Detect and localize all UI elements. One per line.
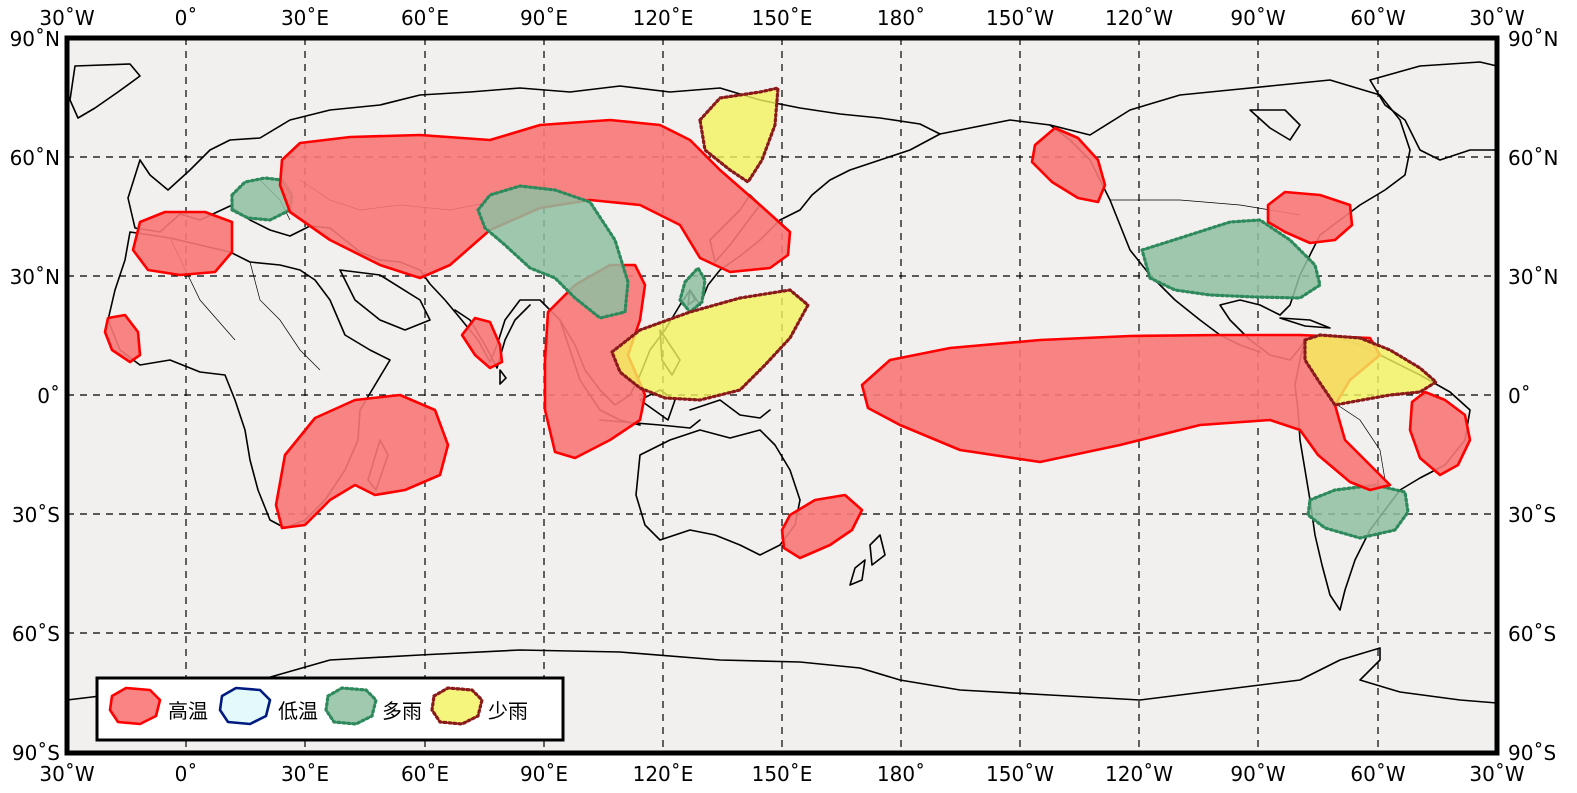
lon-label-top: 150˚W xyxy=(986,6,1054,30)
region-light-rain-kamchatka xyxy=(698,86,780,184)
lon-label-top: 30˚W xyxy=(1469,6,1524,30)
lon-label-top: 30˚E xyxy=(281,6,329,30)
latitude-labels-left: 90˚N 60˚N 30˚N 0˚ 30˚S 60˚S 90˚S xyxy=(10,27,60,765)
lon-label-top: 120˚E xyxy=(633,6,694,30)
region-light-rain-northern-south-america xyxy=(1303,333,1438,407)
lon-label-bottom: 120˚W xyxy=(1105,762,1173,786)
legend: 高温 低温 多雨 少雨 xyxy=(95,676,565,742)
region-high-temp-alaska xyxy=(1030,126,1107,204)
lat-label-left: 60˚N xyxy=(10,146,60,170)
region-light-rain-philippines xyxy=(610,288,810,402)
longitude-labels-top: 30˚W 0˚ 30˚E 60˚E 90˚E 120˚E 150˚E 180˚ … xyxy=(39,6,1524,30)
legend-swatch-low-temp xyxy=(218,686,272,726)
lon-label-bottom: 90˚E xyxy=(520,762,568,786)
region-high-temp-iberia xyxy=(131,210,234,277)
lon-label-bottom: 120˚E xyxy=(633,762,694,786)
region-heavy-rain-tibet-southwest-china xyxy=(476,184,630,320)
lon-label-top: 30˚W xyxy=(39,6,94,30)
lat-label-left: 90˚S xyxy=(12,741,60,765)
lat-label-left: 0˚ xyxy=(37,384,60,408)
legend-label-high-temp: 高温 xyxy=(168,699,208,723)
region-high-temp-east-brazil xyxy=(1408,390,1472,477)
lat-label-right: 90˚S xyxy=(1508,741,1556,765)
lon-label-top: 60˚E xyxy=(401,6,449,30)
lon-label-top: 90˚W xyxy=(1230,6,1285,30)
longitude-labels-bottom: 30˚W 0˚ 30˚E 60˚E 90˚E 120˚E 150˚E 180˚ … xyxy=(39,762,1524,786)
lat-label-right: 0˚ xyxy=(1508,384,1531,408)
lon-label-top: 180˚ xyxy=(877,6,925,30)
lat-label-right: 30˚N xyxy=(1508,265,1558,289)
region-heavy-rain-taiwan xyxy=(678,266,707,314)
lat-label-left: 90˚N xyxy=(10,27,60,51)
lon-label-bottom: 90˚W xyxy=(1230,762,1285,786)
lat-label-right: 90˚N xyxy=(1508,27,1558,51)
lon-label-top: 0˚ xyxy=(175,6,198,30)
lat-label-left: 30˚S xyxy=(12,503,60,527)
legend-label-light-rain: 少雨 xyxy=(488,699,528,723)
lon-label-bottom: 180˚ xyxy=(877,762,925,786)
lon-label-bottom: 0˚ xyxy=(175,762,198,786)
lon-label-bottom: 60˚W xyxy=(1350,762,1405,786)
latitude-labels-right: 90˚N 60˚N 30˚N 0˚ 30˚S 60˚S 90˚S xyxy=(1508,27,1558,765)
lon-label-bottom: 60˚E xyxy=(401,762,449,786)
region-high-temp-great-lakes xyxy=(1266,190,1354,245)
region-high-temp-southeast-australia xyxy=(780,493,864,560)
region-high-temp-southern-africa xyxy=(274,393,450,530)
legend-swatch-heavy-rain xyxy=(324,686,378,726)
legend-swatch-high-temp xyxy=(108,686,162,726)
lat-label-left: 60˚S xyxy=(12,622,60,646)
lon-label-top: 60˚W xyxy=(1350,6,1405,30)
lon-label-top: 90˚E xyxy=(520,6,568,30)
lon-label-bottom: 150˚E xyxy=(752,762,813,786)
lon-label-bottom: 150˚W xyxy=(986,762,1054,786)
region-heavy-rain-southeast-south-america xyxy=(1306,483,1410,540)
region-heavy-rain-us-south xyxy=(1140,218,1322,300)
region-high-temp-equatorial-pacific xyxy=(860,333,1392,492)
lon-label-top: 150˚E xyxy=(752,6,813,30)
lon-label-bottom: 30˚E xyxy=(281,762,329,786)
anomaly-regions xyxy=(103,86,1472,560)
lon-label-bottom: 30˚W xyxy=(39,762,94,786)
lat-label-left: 30˚N xyxy=(10,265,60,289)
legend-label-low-temp: 低温 xyxy=(278,699,318,723)
lat-label-right: 60˚N xyxy=(1508,146,1558,170)
lon-label-bottom: 30˚W xyxy=(1469,762,1524,786)
lat-label-right: 30˚S xyxy=(1508,503,1556,527)
lat-label-right: 60˚S xyxy=(1508,622,1556,646)
region-high-temp-india-south xyxy=(460,316,504,370)
map-frame xyxy=(64,35,1500,756)
legend-swatch-light-rain xyxy=(430,686,484,726)
lon-label-top: 120˚W xyxy=(1105,6,1173,30)
region-high-temp-west-africa xyxy=(103,313,142,364)
legend-label-heavy-rain: 多雨 xyxy=(382,699,422,723)
